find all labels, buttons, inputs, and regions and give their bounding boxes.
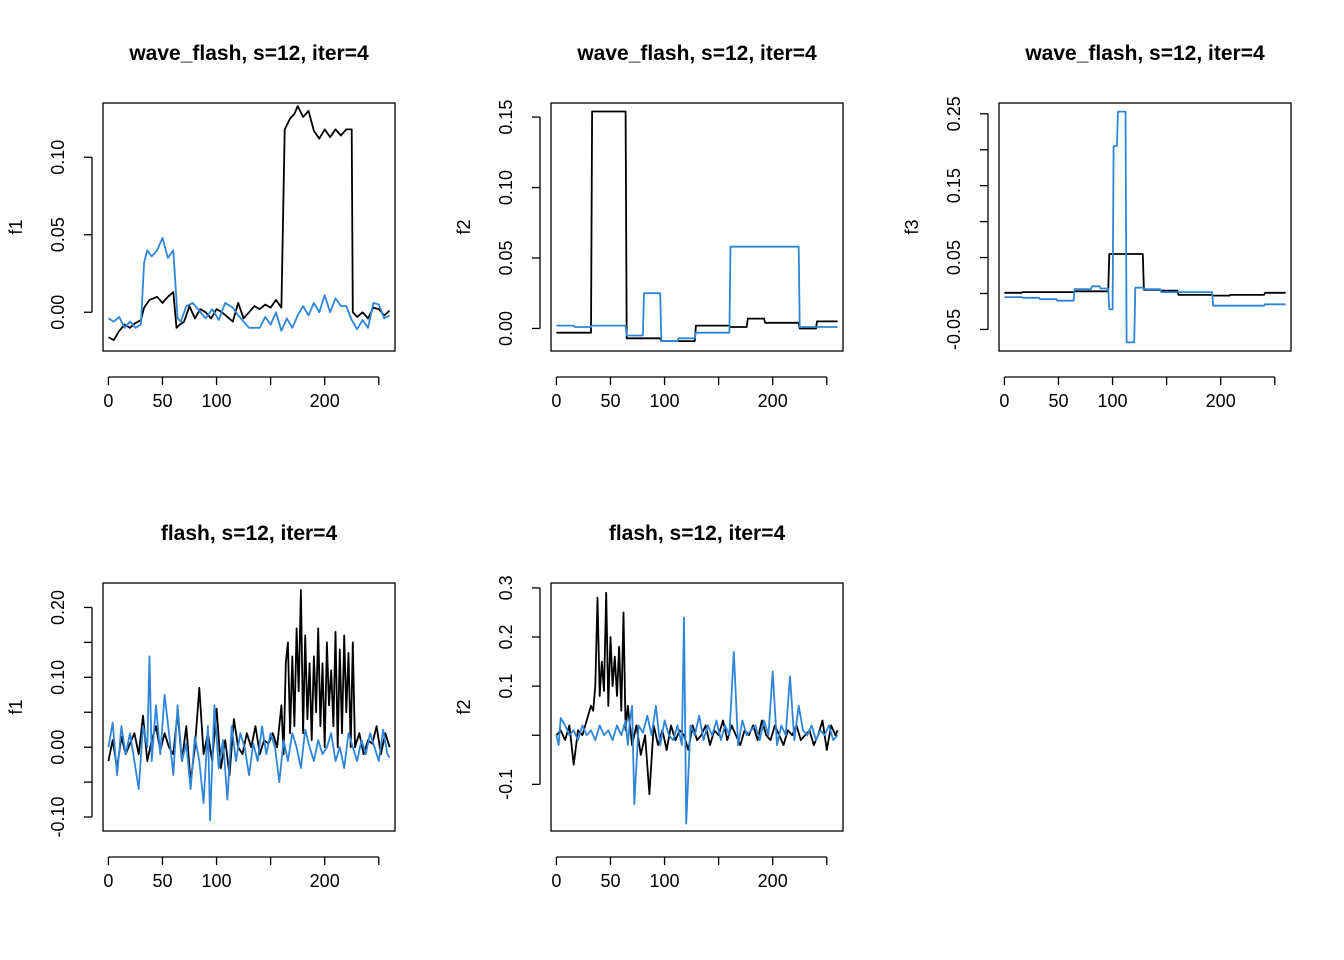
y-tick-label: -0.10 bbox=[48, 797, 68, 838]
series-line-black bbox=[556, 110, 838, 343]
y-tick-label: 0.15 bbox=[496, 100, 516, 135]
panel-title: wave_flash, s=12, iter=4 bbox=[1024, 42, 1265, 65]
y-tick-label: -0.05 bbox=[944, 309, 964, 350]
series-line-blue bbox=[556, 245, 838, 343]
x-tick-label: 100 bbox=[202, 871, 232, 891]
y-tick-label: 0.00 bbox=[496, 311, 516, 346]
y-tick-label: 0.2 bbox=[496, 625, 516, 650]
series-line-black bbox=[107, 589, 391, 783]
x-tick-label: 200 bbox=[310, 391, 340, 411]
y-axis-label: f2 bbox=[454, 219, 474, 234]
x-tick-label: 50 bbox=[152, 391, 172, 411]
x-tick-label: 0 bbox=[103, 391, 113, 411]
x-tick-label: 100 bbox=[650, 391, 680, 411]
plot-frame bbox=[550, 582, 844, 832]
series-line-blue bbox=[1004, 110, 1286, 344]
series-line-blue bbox=[107, 236, 391, 332]
y-tick-label: 0.20 bbox=[48, 590, 68, 625]
x-tick-label: 200 bbox=[758, 871, 788, 891]
series-line-black bbox=[555, 591, 839, 796]
series-line-blue bbox=[555, 616, 839, 825]
panel-flash-f2: flash, s=12, iter=4 f2 0 50 100 200 -0.1 0.1 0… bbox=[454, 522, 844, 891]
panel-title: wave_flash, s=12, iter=4 bbox=[128, 42, 369, 65]
y-tick-label: 0.05 bbox=[48, 217, 68, 252]
y-tick-label: 0.05 bbox=[944, 240, 964, 275]
y-tick-label: 0.10 bbox=[496, 170, 516, 205]
y-tick-label: 0.10 bbox=[48, 660, 68, 695]
y-tick-label: -0.1 bbox=[496, 769, 516, 800]
y-tick-label: 0.3 bbox=[496, 575, 516, 600]
x-tick-label: 200 bbox=[1206, 391, 1236, 411]
x-tick-label: 50 bbox=[1048, 391, 1068, 411]
y-tick-label: 0.10 bbox=[48, 140, 68, 175]
x-tick-label: 50 bbox=[152, 871, 172, 891]
x-tick-label: 0 bbox=[999, 391, 1009, 411]
x-tick-label: 0 bbox=[103, 871, 113, 891]
plot-frame bbox=[102, 102, 396, 352]
x-tick-label: 0 bbox=[551, 391, 561, 411]
panel-wave-flash-f1: wave_flash, s=12, iter=4 f1 0 50 100 200 0.0… bbox=[6, 42, 396, 411]
y-axis-label: f1 bbox=[6, 219, 26, 234]
series-line-black bbox=[107, 105, 391, 342]
panel-title: flash, s=12, iter=4 bbox=[161, 522, 338, 545]
panel-wave-flash-f2: wave_flash, s=12, iter=4 f2 0 50 100 200 0.0… bbox=[454, 42, 844, 411]
plot-frame bbox=[550, 102, 844, 352]
y-axis-label: f1 bbox=[6, 699, 26, 714]
series-line-blue bbox=[107, 655, 391, 822]
panel-wave-flash-f3: wave_flash, s=12, iter=4 f3 0 50 100 200 -0.… bbox=[902, 42, 1292, 411]
x-tick-label: 200 bbox=[310, 871, 340, 891]
x-tick-label: 50 bbox=[600, 391, 620, 411]
plot-frame bbox=[998, 102, 1292, 352]
y-tick-label: 0.15 bbox=[944, 168, 964, 203]
panel-title: wave_flash, s=12, iter=4 bbox=[576, 42, 817, 65]
y-axis-label: f3 bbox=[902, 219, 922, 234]
panel-title: flash, s=12, iter=4 bbox=[609, 522, 786, 545]
y-tick-label: 0.1 bbox=[496, 674, 516, 699]
y-tick-label: 0.00 bbox=[48, 295, 68, 330]
x-tick-label: 0 bbox=[551, 871, 561, 891]
y-tick-label: 0.05 bbox=[496, 240, 516, 275]
x-tick-label: 200 bbox=[758, 391, 788, 411]
y-tick-label: 0.00 bbox=[48, 730, 68, 765]
x-tick-label: 100 bbox=[650, 871, 680, 891]
y-tick-label: 0.25 bbox=[944, 96, 964, 131]
x-tick-label: 50 bbox=[600, 871, 620, 891]
x-tick-label: 100 bbox=[202, 391, 232, 411]
y-axis-label: f2 bbox=[454, 699, 474, 714]
plot-frame bbox=[102, 582, 396, 832]
panel-flash-f1: flash, s=12, iter=4 f1 0 50 100 200 -0.10 0.0… bbox=[6, 522, 396, 891]
x-tick-label: 100 bbox=[1098, 391, 1128, 411]
